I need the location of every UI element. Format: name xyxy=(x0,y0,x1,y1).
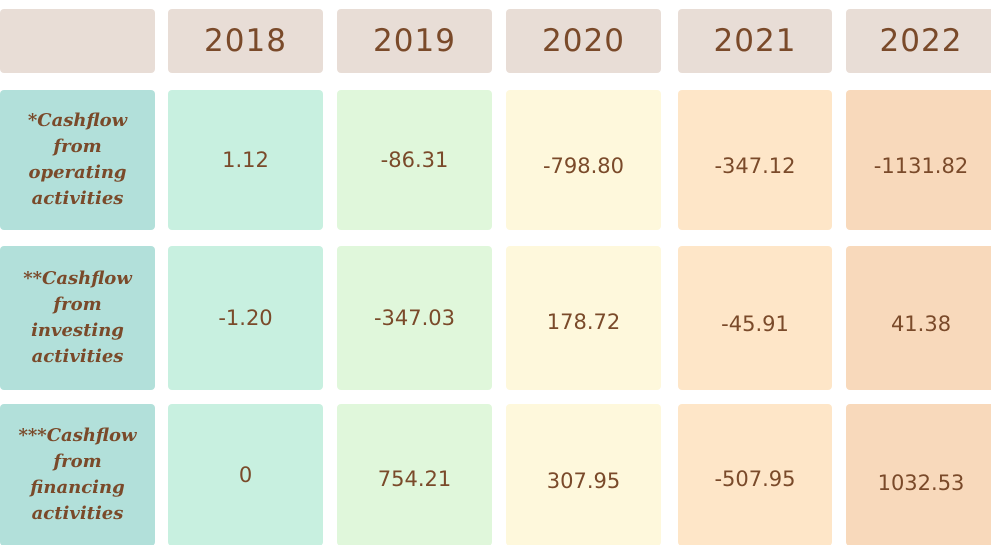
value-cell-3-2019: 754.21 xyxy=(337,404,492,545)
value-cell-2-2021: -45.91 xyxy=(678,246,832,390)
corner-header-cell xyxy=(0,9,155,73)
column-header-2021: 2021 xyxy=(678,9,832,73)
column-header-2022: 2022 xyxy=(846,9,991,73)
value-cell-2-2019: -347.03 xyxy=(337,246,492,390)
value-cell-1-2018: 1.12 xyxy=(168,90,323,230)
value-cell-1-2020: -798.80 xyxy=(506,90,661,230)
value-cell-3-2018: 0 xyxy=(168,404,323,545)
value-cell-2-2018: -1.20 xyxy=(168,246,323,390)
value-cell-2-2022: 41.38 xyxy=(846,246,991,390)
row-label-1: *Cashflow from operating activities xyxy=(0,90,155,230)
column-header-2018: 2018 xyxy=(168,9,323,73)
column-header-2019: 2019 xyxy=(337,9,492,73)
value-cell-3-2022: 1032.53 xyxy=(846,404,991,545)
value-cell-1-2019: -86.31 xyxy=(337,90,492,230)
row-label-3: ***Cashflow from financing activities xyxy=(0,404,155,545)
value-cell-2-2020: 178.72 xyxy=(506,246,661,390)
column-header-2020: 2020 xyxy=(506,9,661,73)
value-cell-1-2021: -347.12 xyxy=(678,90,832,230)
value-cell-3-2020: 307.95 xyxy=(506,404,661,545)
value-cell-3-2021: -507.95 xyxy=(678,404,832,545)
row-label-2: **Cashflow from investing activities xyxy=(0,246,155,390)
value-cell-1-2022: -1131.82 xyxy=(846,90,991,230)
